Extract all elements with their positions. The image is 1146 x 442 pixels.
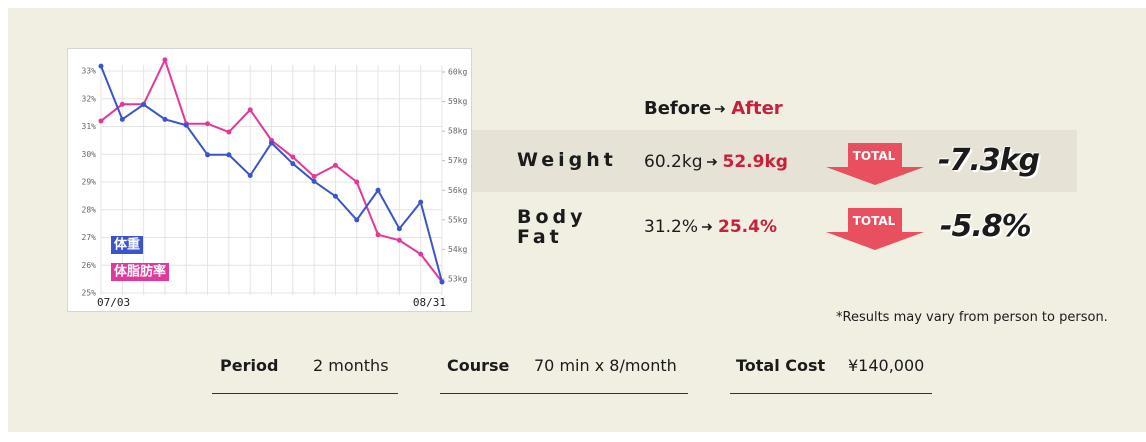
data-point	[375, 232, 381, 238]
data-point	[205, 152, 211, 158]
row-highlight	[472, 130, 1077, 192]
y-tick-label: 27%	[82, 233, 97, 242]
legend-swatch	[111, 263, 170, 281]
y2-tick-label: 53kg	[448, 275, 467, 284]
total-badge: TOTAL	[826, 143, 924, 185]
data-point	[418, 199, 424, 205]
y2-tick-label: 57kg	[448, 156, 467, 165]
detail-label-text: Total Cost	[736, 356, 826, 375]
arrow-icon	[706, 158, 717, 166]
legend-swatch	[111, 236, 144, 254]
data-point	[226, 152, 232, 158]
data-point	[311, 173, 317, 179]
data-point	[418, 251, 424, 257]
data-point	[396, 237, 402, 243]
before-value: 60.2kg	[644, 152, 703, 172]
progress-chart: 25% 26% 27% 28% 29% 30% 31% 32% 33% 53kg 54kg 55kg 5…	[67, 48, 472, 312]
total-badge: TOTAL	[826, 208, 924, 250]
y2-tick-label: 60kg	[448, 68, 467, 77]
data-point	[183, 122, 189, 128]
badge-arrow	[826, 143, 924, 185]
detail-value: 70 min x 8/month	[534, 356, 677, 375]
before-value: 31.2%	[644, 217, 699, 237]
y-tick-label: 33%	[82, 67, 97, 76]
before-after-values: 31.2% 25.4%	[644, 217, 777, 237]
legend-label: 体重	[114, 237, 140, 253]
y2-tick-label: 54kg	[448, 245, 467, 254]
badge-arrow	[826, 208, 924, 250]
legend-entry: 体脂肪率	[111, 263, 170, 281]
data-point	[205, 121, 211, 127]
data-point	[98, 118, 104, 124]
detail-underline	[212, 393, 398, 394]
detail-underline	[730, 393, 932, 394]
data-point	[439, 279, 445, 285]
total-value: -7.3kg	[938, 143, 1040, 178]
before-after-header: Before After	[644, 98, 783, 119]
data-point	[332, 162, 338, 168]
arrow-icon	[715, 105, 726, 113]
data-point	[354, 217, 360, 223]
y-tick-label: 30%	[82, 150, 97, 159]
y-tick-label: 32%	[82, 94, 97, 103]
y-tick-label: 29%	[82, 178, 97, 187]
badge-text: TOTAL	[853, 214, 896, 228]
data-point	[396, 226, 402, 232]
disclaimer: *Results may vary from person to person.	[836, 310, 1108, 325]
data-point	[119, 116, 125, 122]
y2-tick-label: 58kg	[448, 127, 467, 136]
data-point	[98, 63, 104, 69]
data-point	[290, 161, 296, 167]
data-point	[247, 107, 253, 113]
row-label: Weight	[517, 149, 617, 171]
after-value: 52.9kg	[722, 152, 788, 172]
y2-tick-label: 55kg	[448, 215, 467, 224]
detail-label: Period	[220, 356, 278, 375]
legend-label: 体脂肪率	[114, 264, 166, 280]
data-point	[290, 154, 296, 160]
x-tick-label: 08/31	[413, 296, 446, 309]
data-point	[375, 187, 381, 193]
data-point	[332, 193, 338, 199]
legend-entry: 体重	[111, 236, 144, 254]
x-tick-label: 07/03	[97, 296, 130, 309]
arrow-icon	[702, 223, 713, 231]
before-after-values: 60.2kg 52.9kg	[644, 152, 788, 172]
badge-text: TOTAL	[853, 149, 896, 163]
data-point	[162, 57, 168, 63]
detail-label: Total Cost	[736, 356, 825, 375]
data-point	[247, 173, 253, 178]
data-point	[269, 140, 274, 146]
detail-label-text: Period	[220, 356, 279, 375]
data-point	[226, 129, 232, 135]
detail-underline	[440, 393, 688, 394]
detail-value: ¥140,000	[848, 356, 925, 375]
y-tick-label: 28%	[82, 205, 97, 214]
data-point	[311, 178, 317, 184]
y-tick-label: 25%	[82, 289, 97, 298]
before-label: Before	[644, 98, 712, 119]
detail-value: 2 months	[313, 356, 389, 375]
y-tick-label: 26%	[82, 261, 97, 270]
y2-tick-label: 59kg	[448, 97, 467, 106]
data-point	[119, 101, 125, 107]
detail-label: Course	[447, 356, 509, 375]
after-label: After	[731, 98, 783, 119]
total-value: -5.8%	[940, 209, 1032, 244]
after-value: 25.4%	[718, 217, 777, 237]
data-point	[141, 102, 147, 108]
data-point	[162, 116, 168, 122]
y2-tick-label: 56kg	[448, 186, 467, 195]
y-tick-label: 31%	[82, 122, 97, 131]
data-point	[354, 179, 360, 185]
detail-label-text: Course	[447, 356, 510, 375]
row-label: Body Fat	[517, 206, 587, 248]
